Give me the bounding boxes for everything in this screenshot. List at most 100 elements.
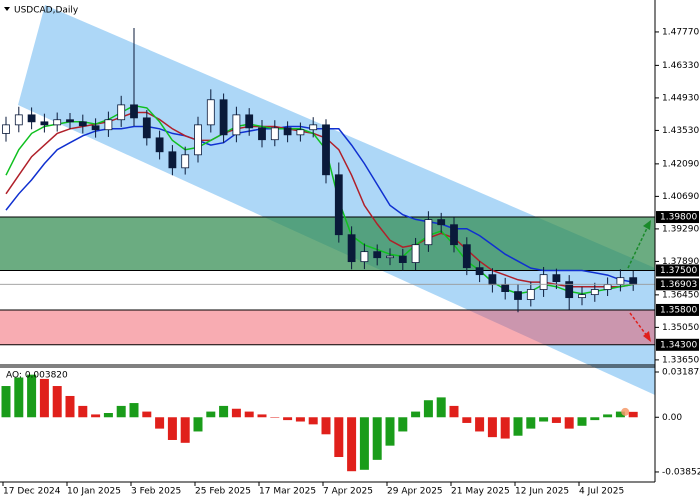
candle-body [411,244,420,263]
x-tick-label: 17 Dec 2024 [3,487,61,497]
y-tick-label: 1.42090 [662,159,699,169]
candle-body [117,104,126,121]
candle-body [296,129,305,136]
zone [0,217,655,271]
zone [0,309,655,345]
candle-body [565,281,574,299]
candle-body [219,99,228,136]
ao-bar [219,405,229,418]
ao-bar [308,417,318,425]
candle-body [270,127,279,141]
candle-body [142,117,151,139]
ao-bar [167,417,177,440]
candle-body [539,274,548,290]
x-tick-label: 17 Mar 2025 [259,487,316,497]
ao-bar [564,417,574,429]
y-tick-label: 1.47770 [662,27,699,37]
ao-bar [78,405,88,418]
ao-bar [206,411,216,418]
candle-body [590,289,599,296]
ao-bar [257,414,267,418]
zones [0,216,655,346]
ao-bar [398,417,408,432]
x-tick-label: 7 Apr 2025 [323,487,373,497]
x-tick-label: 25 Feb 2025 [195,487,251,497]
level-label: 1.36903 [660,280,697,290]
ao-bar [411,411,421,418]
ao-bar [14,377,24,418]
ao-bar [628,411,638,418]
ao-bar [436,397,446,418]
indicator-y-tick-label: 0.031873 [662,368,700,378]
level-label-bg [656,303,699,316]
x-tick-label: 21 May 2025 [451,487,510,497]
ao-current-marker [621,407,630,416]
ao-bar [526,417,536,429]
y-tick-label: 1.40690 [662,192,699,202]
candle-body [53,119,62,126]
ao-bar [270,417,280,418]
candle-body [206,99,215,126]
candle-body [488,274,497,286]
ao-bar [449,405,459,418]
candle-body [14,114,23,126]
y-tick-label: 1.46330 [662,61,699,71]
candle-body [424,219,433,246]
ao-bar [423,400,433,418]
y-tick-label: 1.43530 [662,126,699,136]
down-arrow-head [643,331,651,342]
ao-bar [603,414,613,418]
indicator-pane [1,374,638,472]
candle-body [450,224,458,246]
ao-bar [295,417,305,422]
indicator-y-tick-label: -0.038529 [662,467,700,477]
ao-bar [244,411,254,418]
level-label: 1.37500 [660,266,697,276]
level-label: 1.39800 [660,213,697,223]
y-tick-label: 1.44930 [662,93,699,103]
up-arrow [627,225,649,269]
candle-body [181,154,190,169]
ao-bar [129,403,139,418]
candle-body [283,127,292,136]
candle-body [347,234,356,263]
candle-body [616,277,625,286]
ao-bar [513,417,523,436]
candle-body [155,137,164,153]
ao-bar [283,417,293,421]
candle-body [66,119,74,123]
ao-bar [487,417,497,438]
y-tick-label: 1.33650 [662,355,699,365]
level-label: 1.34300 [660,340,697,350]
candle-body [475,267,484,276]
candle-body [309,124,318,131]
candle-body [462,244,471,269]
candle-body [360,251,369,263]
ao-bar [91,414,101,418]
y-tick-label: 1.37890 [662,257,699,267]
ao-bar [500,417,510,439]
x-tick-label: 4 Jul 2025 [579,487,624,497]
x-tick-label: 12 Jun 2025 [515,487,569,497]
y-tick-label: 1.36450 [662,290,699,300]
up-arrow-head [643,220,651,230]
ao-bar [193,417,203,432]
candle-body [629,277,638,285]
candle-body [194,124,202,156]
ao-bar [65,395,75,418]
candle-body [334,174,343,236]
indicator-label: AO: 0.003820 [6,371,68,381]
candle-body [245,114,254,129]
ao-bar [347,417,357,472]
ao-bar [590,417,600,421]
price-pane [0,27,655,313]
symbol-menu-icon[interactable] [4,7,10,11]
candle-body [386,255,394,259]
ao-bar [180,417,190,443]
candle-body [526,289,535,300]
candle-body [578,294,586,299]
candle-body [552,274,561,283]
level-label-bg [656,211,699,224]
ao-bar [577,417,587,426]
chart-title: USDCAD,Daily [14,6,79,16]
